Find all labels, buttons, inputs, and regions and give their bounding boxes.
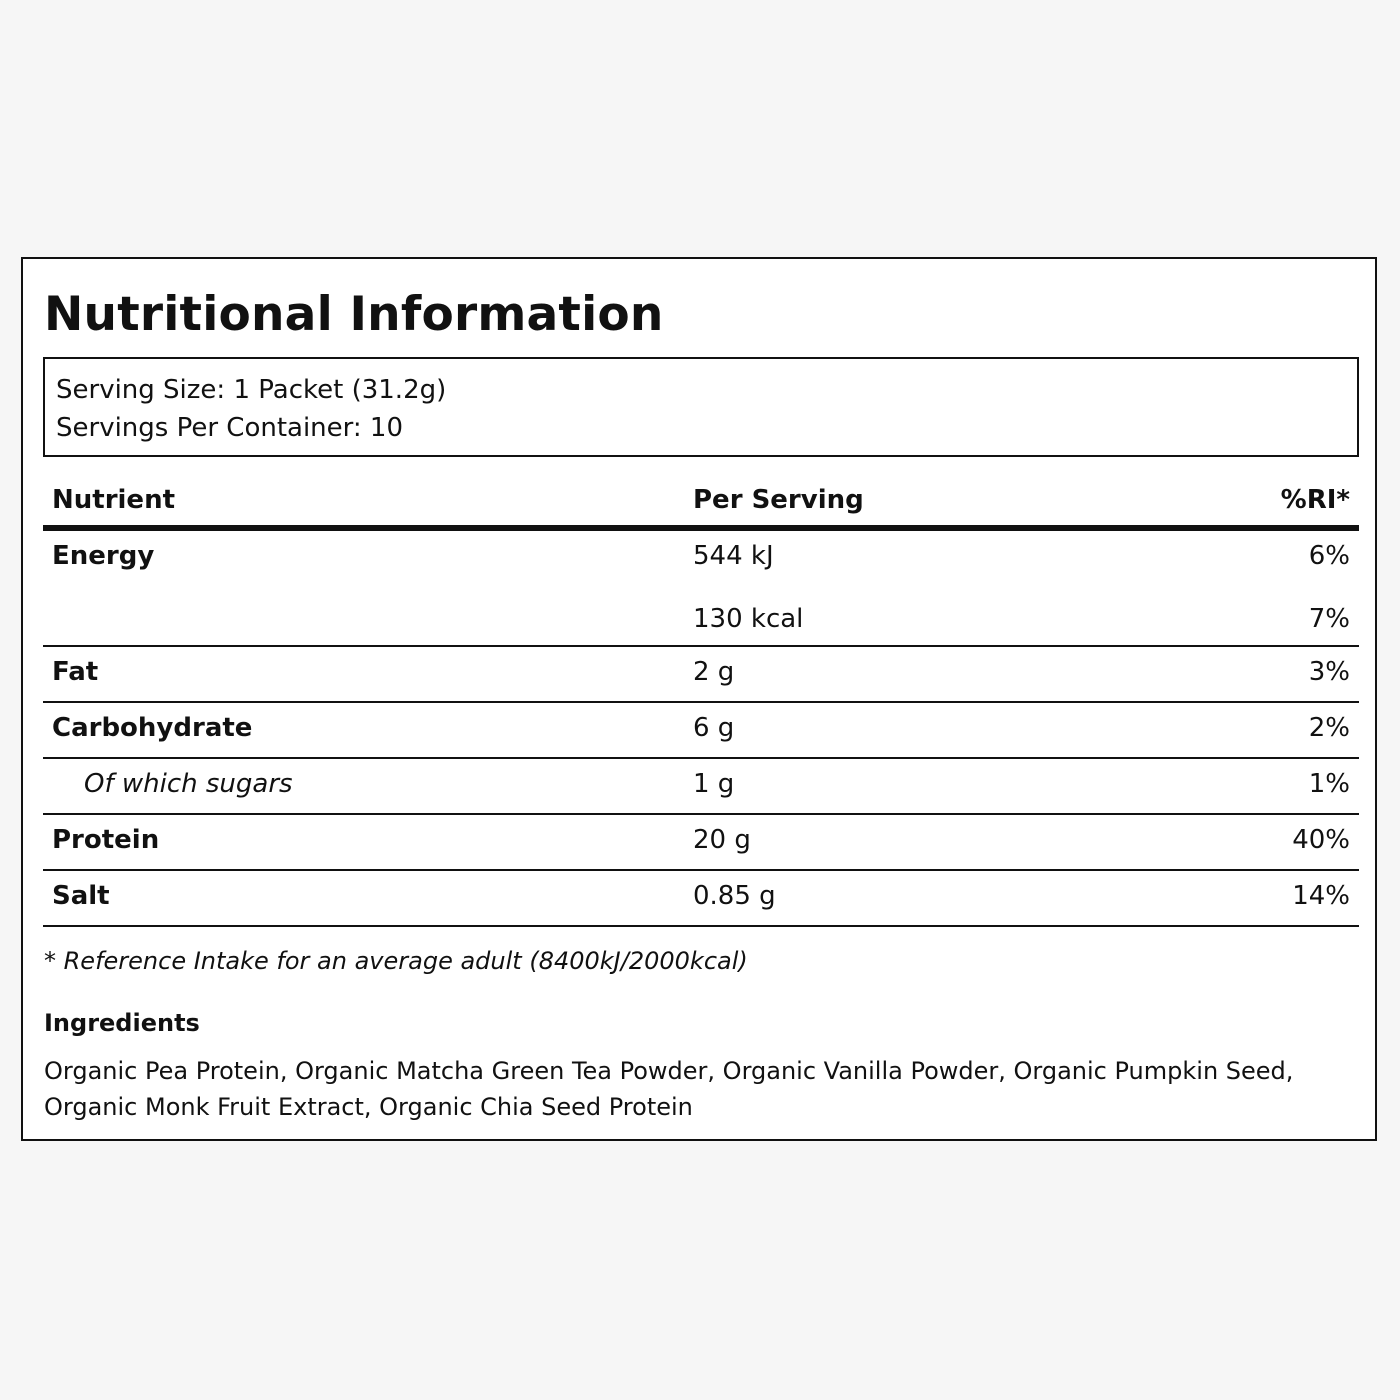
nutrient-amount: 2 g	[693, 657, 735, 687]
table-row-energy-kj: Energy 544 kJ 6%	[43, 531, 1359, 594]
label-title: Nutritional Information	[44, 287, 664, 342]
nutrient-ri: 7%	[1308, 604, 1350, 634]
nutrient-ri: 1%	[1308, 769, 1350, 799]
nutrient-name: Energy	[52, 541, 155, 571]
nutrient-name: Protein	[52, 825, 160, 855]
nutrient-ri: 14%	[1292, 881, 1350, 911]
nutrient-amount: 1 g	[693, 769, 735, 799]
nutrient-ri: 2%	[1308, 713, 1350, 743]
column-header-nutrient: Nutrient	[52, 485, 176, 515]
nutrient-name: Fat	[52, 657, 99, 687]
nutrition-label: Nutritional Information Serving Size: 1 …	[21, 257, 1377, 1141]
table-row-fat: Fat 2 g 3%	[43, 647, 1359, 703]
nutrient-ri: 40%	[1292, 825, 1350, 855]
nutrient-ri: 6%	[1308, 541, 1350, 571]
nutrient-amount: 6 g	[693, 713, 735, 743]
nutrient-amount: 130 kcal	[693, 604, 804, 634]
reference-intake-footnote: * Reference Intake for an average adult …	[44, 947, 748, 975]
ingredients-list: Organic Pea Protein, Organic Matcha Gree…	[44, 1057, 1294, 1121]
table-row-carbohydrate: Carbohydrate 6 g 2%	[43, 703, 1359, 759]
servings-per-container: Servings Per Container: 10	[56, 413, 404, 443]
nutrient-name: Carbohydrate	[52, 713, 253, 743]
table-row-energy-kcal: 130 kcal 7%	[43, 594, 1359, 647]
nutrient-amount: 544 kJ	[693, 541, 774, 571]
ingredients-heading: Ingredients	[44, 1009, 200, 1037]
table-row-salt: Salt 0.85 g 14%	[43, 871, 1359, 927]
nutrient-name: Salt	[52, 881, 110, 911]
serving-size: Serving Size: 1 Packet (31.2g)	[56, 375, 447, 405]
nutrition-table: Nutrient Per Serving %RI* Energy 544 kJ …	[43, 479, 1359, 927]
column-header-per-serving: Per Serving	[693, 485, 864, 515]
nutrient-amount: 0.85 g	[693, 881, 776, 911]
nutrient-amount: 20 g	[693, 825, 751, 855]
table-header-row: Nutrient Per Serving %RI*	[43, 479, 1359, 531]
nutrient-ri: 3%	[1308, 657, 1350, 687]
column-header-ri: %RI*	[1280, 485, 1350, 515]
nutrient-name: Of which sugars	[84, 769, 293, 799]
table-row-sugars: Of which sugars 1 g 1%	[43, 759, 1359, 815]
serving-info-box: Serving Size: 1 Packet (31.2g) Servings …	[43, 357, 1359, 457]
table-row-protein: Protein 20 g 40%	[43, 815, 1359, 871]
